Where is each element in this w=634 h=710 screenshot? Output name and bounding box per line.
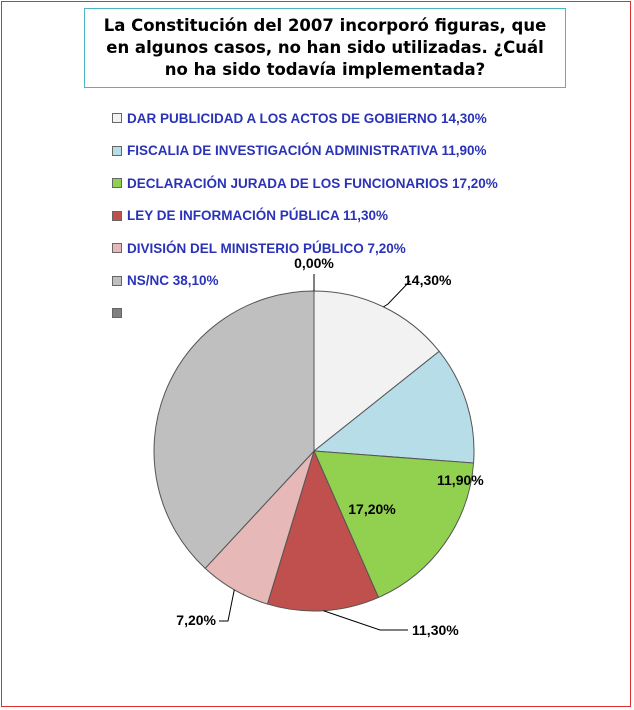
legend-item: DECLARACIÓN JURADA DE LOS FUNCIONARIOS 1… [112,167,498,200]
legend-label: FISCALIA DE INVESTIGACIÓN ADMINISTRATIVA… [127,143,487,159]
data-label: 11,30% [412,622,459,638]
legend-label: LEY DE INFORMACIÓN PÚBLICA 11,30% [127,208,389,224]
data-label: 0,00% [294,255,334,271]
legend-swatch [112,308,122,319]
legend-swatch [112,210,122,221]
legend-swatch [112,275,122,286]
pie-slice [153,290,315,570]
legend-item: DAR PUBLICIDAD A LOS ACTOS DE GOBIERNO 1… [112,102,498,135]
legend-swatch [112,243,122,254]
pie-slice [313,450,475,599]
leader-line [383,280,411,308]
legend-swatch [112,113,122,124]
leader-line [323,610,408,631]
legend-label: NS/NC 38,10% [127,273,219,289]
data-label: 7,20% [176,612,216,628]
legend-swatch [112,178,122,189]
pie-slice [312,350,475,464]
legend-item: FISCALIA DE INVESTIGACIÓN ADMINISTRATIVA… [112,135,498,168]
legend-swatch [112,145,122,156]
legend-item: LEY DE INFORMACIÓN PÚBLICA 11,30% [112,200,498,233]
chart-title: La Constitución del 2007 incorporó figur… [84,8,566,88]
legend-label: DIVISIÓN DEL MINISTERIO PÚBLICO 7,20% [127,240,406,256]
legend-label: DECLARACIÓN JURADA DE LOS FUNCIONARIOS 1… [127,175,498,191]
data-label: 17,20% [348,501,396,517]
legend-item: DIVISIÓN DEL MINISTERIO PÚBLICO 7,20% [112,232,498,265]
legend-item: NS/NC 38,10% [112,265,498,298]
pie-slice [266,449,380,612]
legend-label: DAR PUBLICIDAD A LOS ACTOS DE GOBIERNO 1… [127,110,487,126]
legend: DAR PUBLICIDAD A LOS ACTOS DE GOBIERNO 1… [112,102,498,330]
data-label: 11,90% [437,472,484,488]
legend-item [112,297,498,330]
leader-line [219,589,235,622]
data-label: 14,30% [404,272,452,288]
